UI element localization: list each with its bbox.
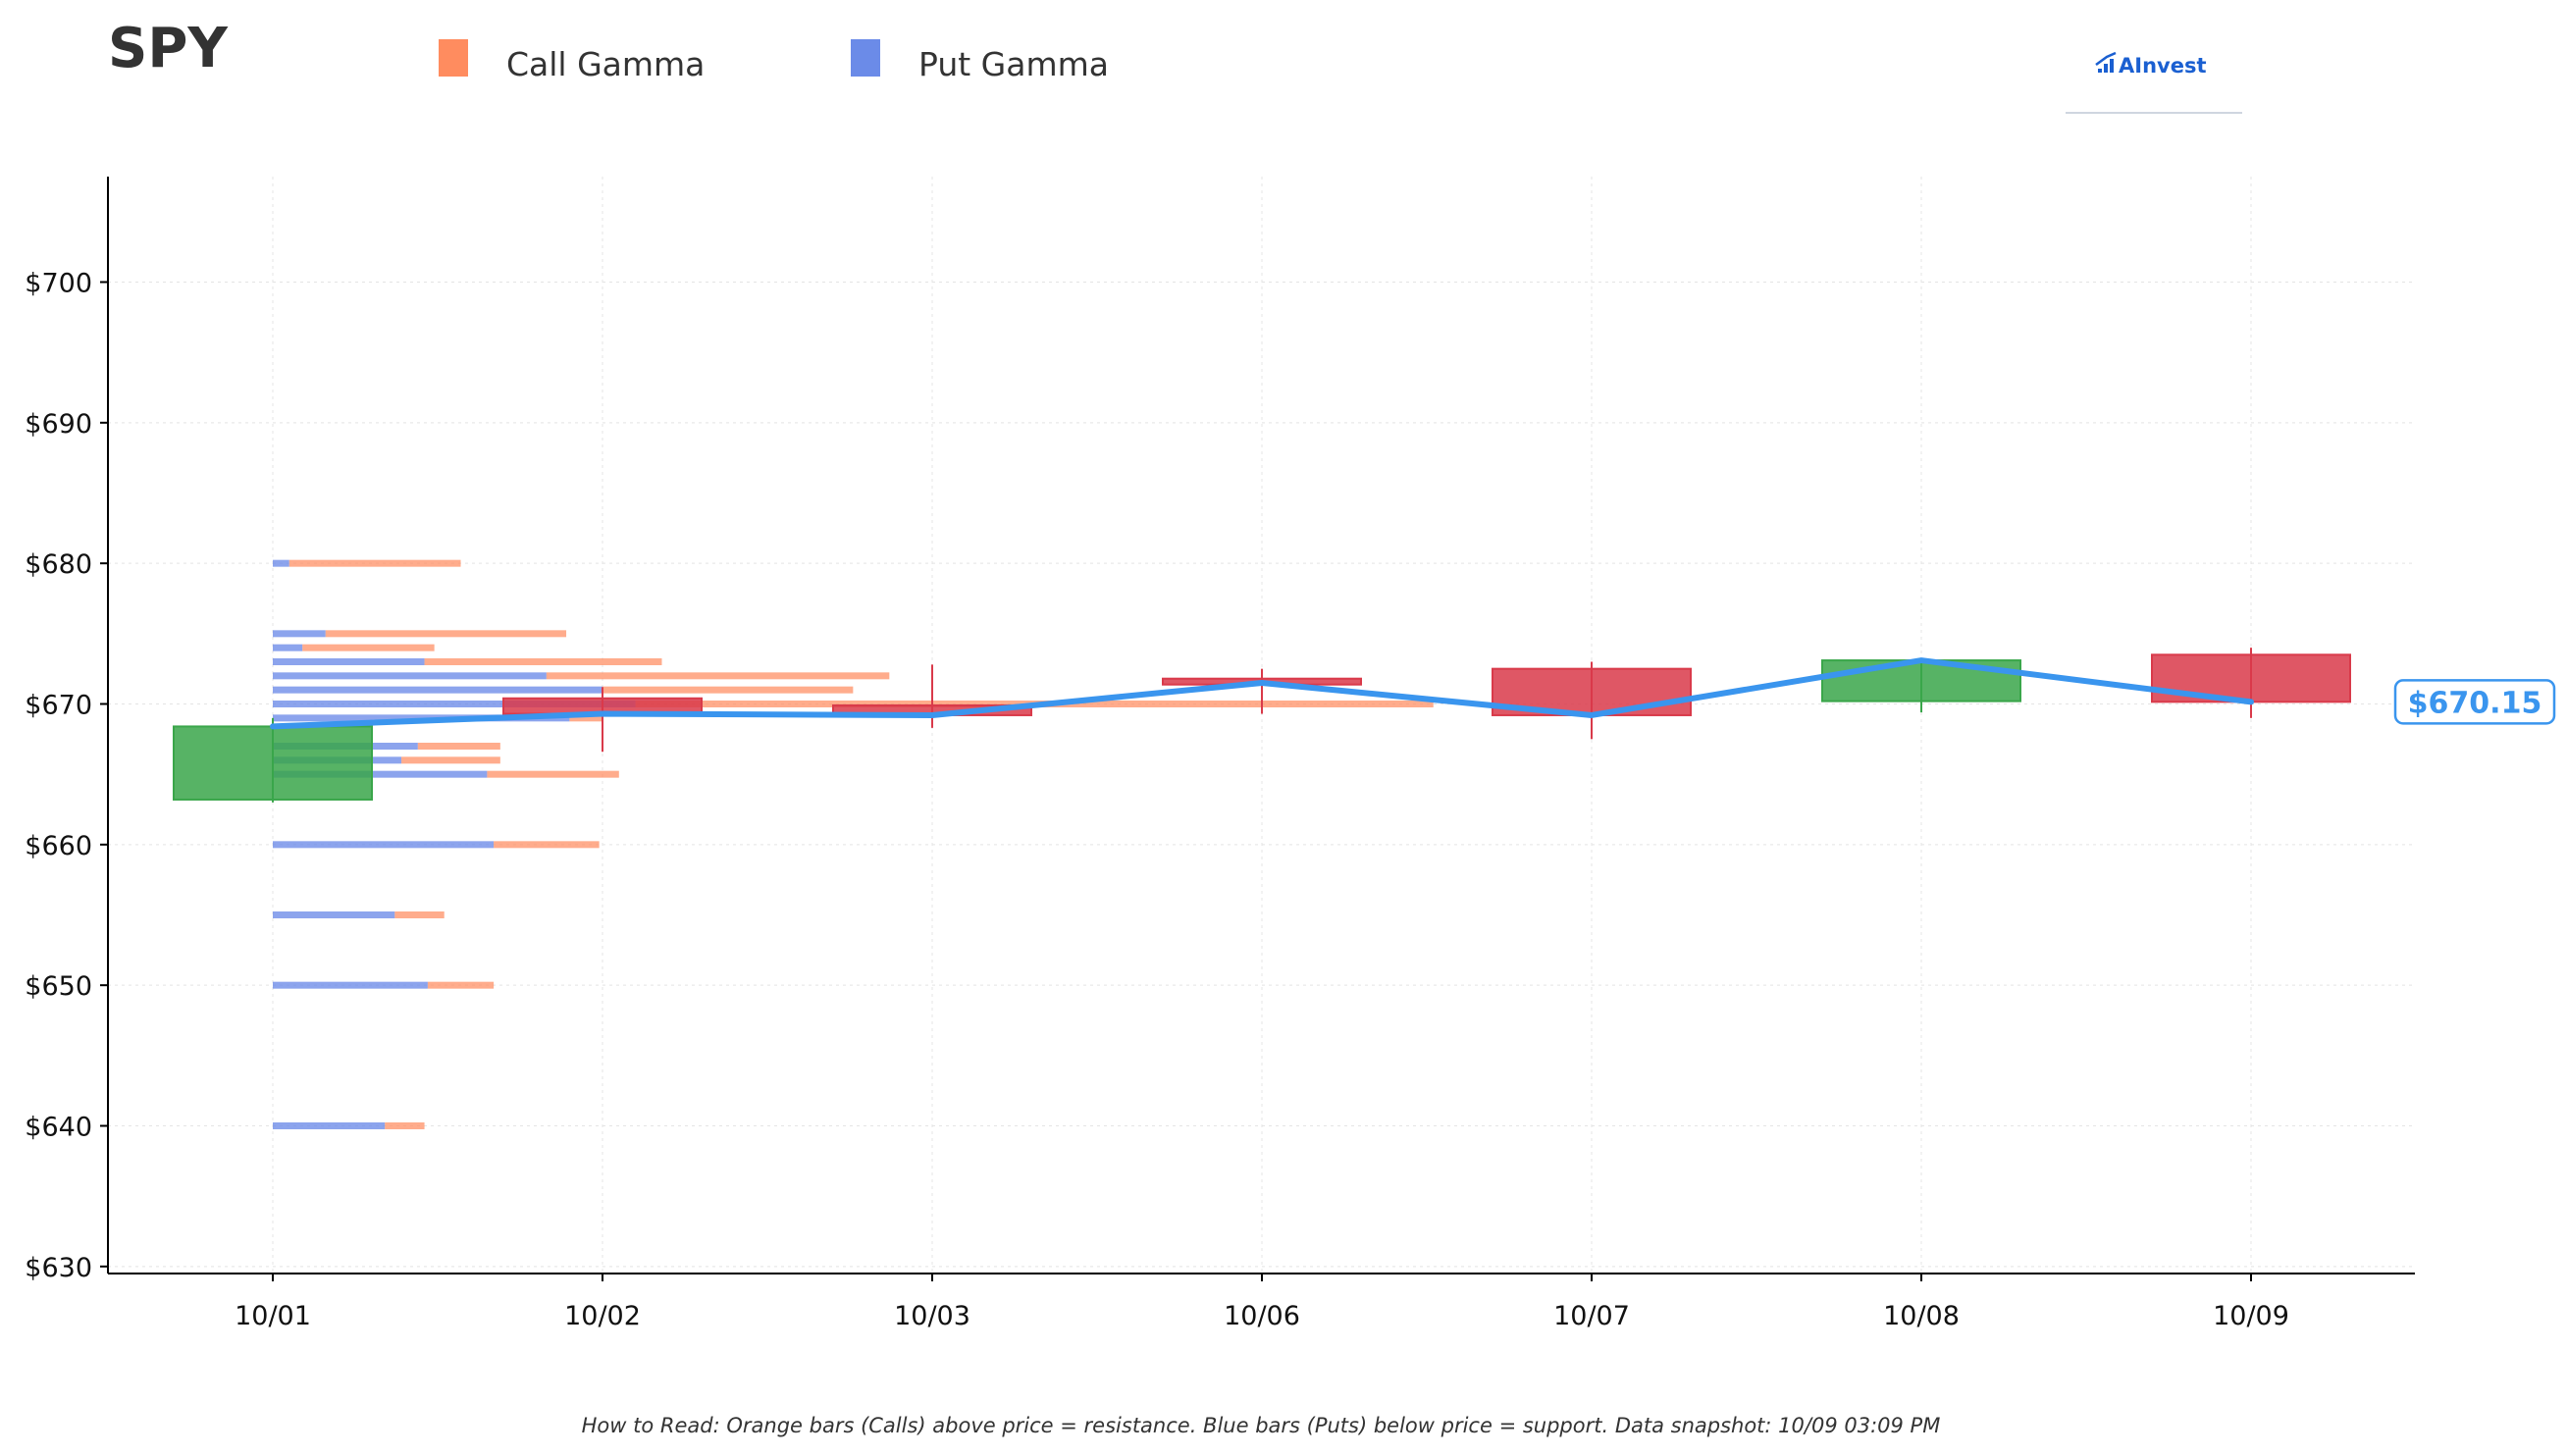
legend-label-call: Call Gamma — [506, 45, 705, 83]
bar-chart-icon — [2095, 51, 2117, 73]
call-gamma-bar — [394, 911, 445, 918]
price-line — [270, 657, 2254, 730]
call-gamma-bar — [288, 559, 461, 567]
call-gamma-bar — [487, 770, 619, 778]
put-gamma-bar — [273, 559, 289, 567]
footnote: How to Read: Orange bars (Calls) above p… — [582, 1414, 1941, 1437]
call-gamma-bar — [546, 672, 890, 680]
x-tick-label: 10/08 — [1883, 1301, 1960, 1331]
call-gamma-bar — [602, 686, 854, 694]
y-tick-label: $700 — [25, 269, 92, 299]
x-tick-label: 10/09 — [2213, 1301, 2289, 1331]
gamma-bars — [273, 559, 1434, 1129]
y-tick-label: $670 — [25, 691, 92, 721]
x-tick-label: 10/03 — [894, 1301, 970, 1331]
x-tick-label: 10/01 — [235, 1301, 311, 1331]
last-price-label: $670.15 — [2408, 686, 2542, 720]
put-gamma-bar — [273, 686, 602, 694]
last-price-box — [2393, 679, 2556, 725]
call-gamma-bar — [302, 644, 435, 651]
call-gamma-bar — [427, 981, 495, 989]
candle-body — [2151, 653, 2351, 703]
call-gamma-bar — [401, 756, 500, 764]
put-gamma-bar — [273, 911, 395, 918]
axes: $630 $640 $650 $660 $670 $680 $690 $700 10/01 10/… — [25, 177, 2415, 1331]
put-gamma-bar — [273, 672, 547, 680]
put-gamma-bar — [273, 701, 636, 707]
logo-text: AInvest — [2119, 54, 2207, 78]
candlesticks — [173, 648, 2351, 803]
candle-body — [173, 725, 373, 801]
put-gamma-bar — [273, 770, 488, 778]
call-gamma-bar — [569, 714, 602, 722]
put-gamma-bar — [273, 981, 428, 989]
y-tick-label: $630 — [25, 1253, 92, 1283]
call-gamma-bar — [385, 1122, 425, 1129]
y-tick-label: $650 — [25, 971, 92, 1002]
x-tick-label: 10/06 — [1224, 1301, 1300, 1331]
call-gamma-bar — [417, 743, 500, 750]
x-tick-label: 10/02 — [564, 1301, 641, 1331]
price-line-layer: $670.15 — [270, 657, 2556, 730]
y-tick-label: $690 — [25, 409, 92, 440]
legend-label-put: Put Gamma — [918, 45, 1109, 83]
y-tick-label: $680 — [25, 549, 92, 580]
put-gamma-bar — [273, 658, 425, 665]
legend: Call Gamma Put Gamma — [439, 39, 1109, 83]
ainvest-logo[interactable]: AInvest — [2066, 51, 2242, 114]
call-gamma-bar — [325, 630, 567, 638]
y-tick-label: $640 — [25, 1113, 92, 1143]
call-gamma-bar — [424, 658, 662, 665]
x-tick-label: 10/07 — [1553, 1301, 1630, 1331]
put-gamma-bar — [273, 644, 303, 651]
grid — [108, 177, 2415, 1274]
put-gamma-bar — [273, 841, 495, 849]
put-gamma-bar — [273, 1122, 386, 1129]
call-gamma-bar — [494, 841, 600, 849]
put-gamma-bar — [273, 630, 326, 638]
legend-swatch-put — [851, 39, 880, 77]
y-tick-label: $660 — [25, 831, 92, 861]
chart-title: SPY — [108, 17, 229, 80]
legend-swatch-call — [439, 39, 468, 77]
